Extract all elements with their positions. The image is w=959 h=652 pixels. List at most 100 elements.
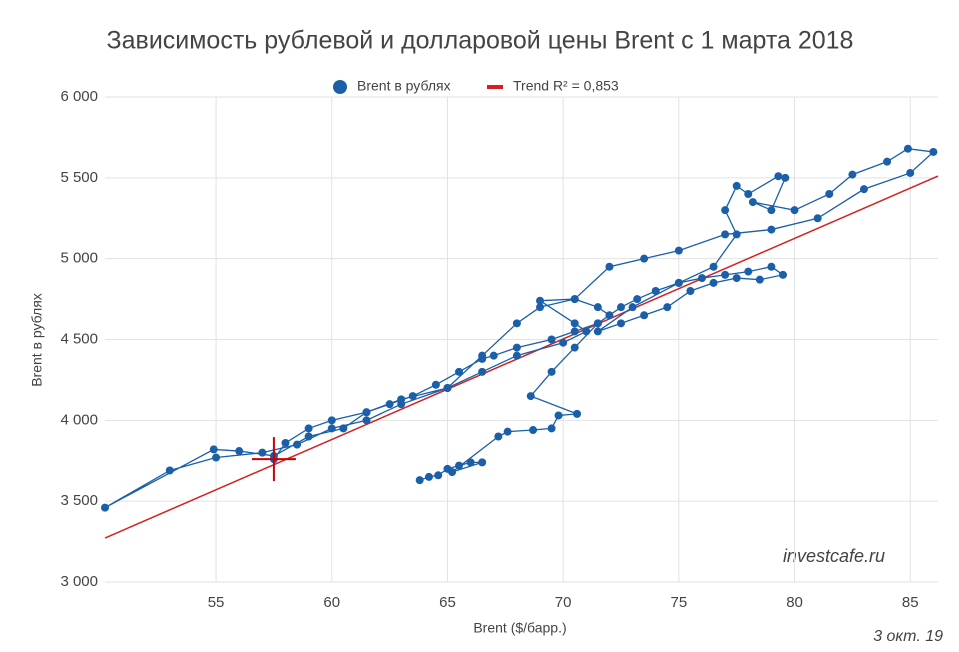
- point: [362, 408, 371, 417]
- x-tick-label: 60: [323, 594, 340, 611]
- point: [859, 185, 868, 194]
- point: [503, 427, 512, 436]
- point: [593, 327, 602, 336]
- point: [686, 287, 695, 295]
- point: [512, 351, 521, 360]
- legend-label: Brent в рублях: [357, 78, 451, 94]
- y-tick-label: 4 000: [60, 411, 98, 428]
- point: [663, 303, 672, 312]
- point: [554, 411, 563, 420]
- chart-title: Зависимость рублевой и долларовой цены B…: [107, 27, 854, 55]
- legend-label: Trend R² = 0,853: [513, 78, 619, 94]
- point: [212, 453, 221, 462]
- point: [165, 466, 174, 475]
- point: [536, 296, 545, 305]
- point: [755, 275, 764, 284]
- point: [478, 354, 487, 363]
- point: [466, 458, 475, 467]
- point: [813, 214, 822, 223]
- point: [547, 367, 556, 376]
- point: [489, 351, 498, 360]
- point: [512, 319, 521, 328]
- point: [573, 409, 582, 418]
- point: [778, 270, 787, 279]
- point: [674, 278, 683, 287]
- point: [327, 424, 336, 433]
- point: [570, 319, 579, 328]
- point: [494, 432, 503, 441]
- series-line: [104, 148, 935, 509]
- y-tick-label: 3 000: [60, 573, 98, 590]
- point: [721, 206, 730, 215]
- x-tick-label: 85: [902, 594, 919, 611]
- point: [547, 424, 556, 433]
- point: [903, 144, 912, 153]
- point: [101, 503, 109, 512]
- point: [628, 303, 637, 312]
- point: [397, 395, 406, 404]
- x-tick-label: 65: [439, 594, 456, 611]
- point: [744, 190, 753, 198]
- point: [304, 424, 313, 433]
- y-tick-label: 4 500: [60, 330, 98, 347]
- point: [721, 230, 730, 239]
- point: [651, 287, 660, 295]
- point: [767, 206, 776, 215]
- point: [774, 172, 783, 181]
- legend-marker: [333, 80, 347, 94]
- point: [732, 181, 741, 190]
- x-tick-label: 55: [208, 594, 225, 611]
- point: [385, 400, 394, 409]
- point: [781, 173, 790, 182]
- point: [235, 447, 244, 456]
- point: [424, 472, 433, 481]
- point: [327, 416, 336, 425]
- point: [721, 270, 730, 279]
- point: [304, 432, 313, 441]
- point: [593, 303, 602, 312]
- point: [547, 335, 556, 344]
- point: [293, 440, 302, 449]
- point: [616, 319, 625, 328]
- y-tick-label: 6 000: [60, 88, 98, 105]
- point: [732, 230, 741, 239]
- point: [526, 392, 535, 401]
- point: [929, 147, 938, 156]
- point: [559, 338, 568, 347]
- x-tick-label: 80: [786, 594, 803, 611]
- y-tick-label: 3 500: [60, 492, 98, 509]
- point: [570, 343, 579, 352]
- date-note: 3 окт. 19: [873, 628, 943, 645]
- y-tick-label: 5 000: [60, 250, 98, 267]
- point: [593, 319, 602, 328]
- point: [570, 327, 579, 336]
- watermark: investcafe.ru: [783, 546, 885, 566]
- point: [697, 274, 706, 283]
- x-tick-label: 75: [671, 594, 688, 611]
- point: [455, 367, 464, 376]
- point: [744, 267, 753, 276]
- point: [825, 190, 834, 198]
- point: [883, 157, 892, 166]
- x-axis-label: Brent ($/барр.): [473, 620, 566, 636]
- x-tick-label: 70: [555, 594, 572, 611]
- point: [570, 295, 579, 304]
- point: [790, 206, 799, 215]
- point: [362, 416, 371, 425]
- y-tick-label: 5 500: [60, 169, 98, 186]
- point: [478, 458, 487, 467]
- point: [640, 311, 649, 320]
- point: [709, 278, 718, 287]
- point: [478, 367, 487, 376]
- point: [732, 274, 741, 283]
- point: [633, 295, 642, 304]
- point: [281, 438, 290, 447]
- point: [748, 198, 757, 207]
- y-axis-label: Brent в рублях: [29, 293, 45, 387]
- point: [640, 254, 649, 263]
- point: [455, 461, 464, 470]
- point: [848, 170, 857, 179]
- point: [434, 471, 443, 480]
- point: [674, 246, 683, 255]
